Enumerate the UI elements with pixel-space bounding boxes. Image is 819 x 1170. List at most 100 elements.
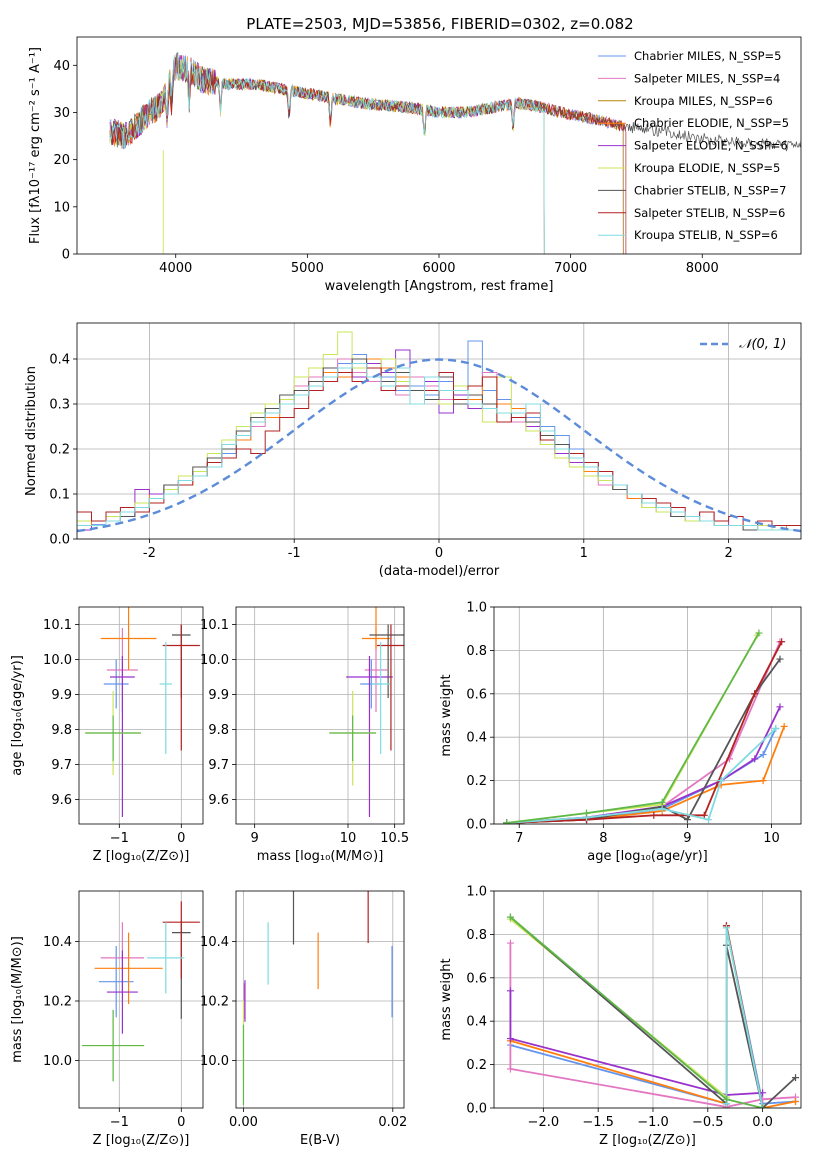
y-tick-label: 0.4 [49,353,70,368]
axes-frame [493,890,802,1109]
y-tick-label: 30 [53,106,70,121]
x-tick-label: 9 [251,831,259,846]
x-tick-label: 4000 [159,261,192,276]
x-tick-label: 0.02 [378,1115,407,1130]
error-bar-point [82,1009,145,1082]
error-bar-point [147,922,185,994]
x-tick-label: 8 [599,831,607,846]
histogram-step [77,363,801,531]
weight-marker [704,816,712,824]
weight-series-line [506,641,783,824]
x-tick-label: 10.5 [380,831,409,846]
y-tick-label: 9.8 [51,723,72,738]
x-tick-label: 0.0 [752,1115,773,1130]
x-tick-label: −1 [110,1115,129,1130]
y-tick-label: 0.8 [466,644,487,659]
spectrum-series-line [109,55,545,254]
weight-series-line [725,927,764,1108]
x-tick-label: 1 [580,546,588,561]
legend-label: Chabrier ELODIE, N_SSP=5 [634,116,789,130]
legend-label: Kroupa ELODIE, N_SSP=5 [634,161,780,175]
y-tick-label: 0.4 [466,1015,487,1030]
y-tick-label: 0.2 [49,443,70,458]
axes-frame [78,606,204,825]
x-tick-label: 9 [683,831,691,846]
y-tick-label: 10.2 [200,994,229,1009]
mass-vs-z-panel: −1 0 10.0 10.2 10.4 Z [log₁₀(Z/Z⊙)] mass [log₁… [10,890,204,1148]
x-tick-label: −2.0 [528,1115,560,1130]
weight-marker [755,629,763,637]
spectrum-series-line [109,57,627,254]
legend-label: 𝒩(0, 1) [739,337,786,352]
error-bar-point [103,659,129,709]
x-tick-label: −1.5 [582,1115,614,1130]
weight-vs-z-panel: −2.0 −1.5 −1.0 −0.5 0.0 0.0 0.2 0.4 0.6 0.8 1.0 Z [… [439,885,802,1148]
spectrum-series-line [109,52,545,254]
y-axis-label: mass weight [439,674,454,756]
y-tick-label: 0.3 [49,398,70,413]
y-tick-label: 10.4 [43,935,72,950]
y-axis-label: age [log₁₀(age/yr)] [10,655,25,776]
spectrum-lines [109,52,801,254]
weight-series-line [506,632,760,824]
axes-frame [235,890,405,1109]
age-vs-mass-panel: 9 10 10.5 9.6 9.7 9.8 9.9 10.0 10.1 mass [log₁₀(M… [200,606,409,864]
error-bar-point [100,607,157,670]
y-axis-label: Normed distribution [24,366,39,496]
y-tick-label: 10.0 [200,1054,229,1069]
spectrum-series-line [109,58,545,254]
weight-marker [583,809,591,817]
y-tick-label: 9.6 [208,793,229,808]
spectrum-series-line [109,55,624,254]
weight-marker [772,725,780,733]
x-axis-label: mass [log₁₀(M/M⊙)] [257,849,384,864]
error-bar-point [371,642,390,754]
y-tick-label: 10.2 [43,994,72,1009]
y-tick-label: 0.8 [466,928,487,943]
y-tick-label: 10.1 [200,618,229,633]
weight-marker [506,939,514,947]
error-bar-point [329,715,376,761]
y-tick-label: 0.6 [466,971,487,986]
legend-label: Chabrier STELIB, N_SSP=7 [634,183,786,197]
x-axis-label: Z [log₁₀(Z/Z⊙)] [93,1133,190,1148]
x-tick-label: 0 [177,1115,185,1130]
weight-marker [658,798,666,806]
error-bar-point [162,901,200,979]
error-bar-point [346,656,393,817]
weight-marker [722,924,730,932]
spectrum-series-line [109,52,545,254]
y-tick-label: 9.9 [208,688,229,703]
x-tick-label: −1.0 [637,1115,669,1130]
x-axis-label: Z [log₁₀(Z/Z⊙)] [599,1133,696,1148]
weight-marker [759,1104,767,1108]
y-tick-label: 10.0 [200,653,229,668]
weight-marker [792,1074,800,1082]
weight-series-line [509,990,763,1096]
weight-marker [722,1095,730,1103]
weight-marker [650,811,658,819]
axes-frame [76,322,802,540]
y-tick-label: 10.1 [43,618,72,633]
weight-marker [700,811,708,819]
weight-marker [778,638,786,646]
x-axis-label: wavelength [Angstrom, rest frame] [325,279,554,294]
weight-vs-age-panel: 7 8 9 10 0.0 0.2 0.4 0.6 0.8 1.0 age [log₁₀(age/yr… [439,601,802,864]
weight-vs-age-lines [503,629,788,824]
y-tick-label: 0.2 [466,1058,487,1073]
y-tick-label: 10.4 [200,935,229,950]
weight-marker [759,751,767,759]
error-bar-point [110,656,135,817]
y-tick-label: 0.6 [466,687,487,702]
residuals-panel: -2 -1 0 1 2 0.0 0.1 0.2 0.3 0.4 (data-model)/error… [24,322,802,579]
y-tick-label: 40 [53,59,70,74]
spectrum-legend: Chabrier MILES, N_SSP=5 Salpeter MILES, N… [598,49,789,242]
weight-marker [503,819,511,824]
x-tick-label: 0 [177,831,185,846]
y-tick-label: 10.0 [43,1054,72,1069]
axes-frame [493,606,802,825]
weight-series-line [506,658,781,824]
weight-marker [717,777,725,785]
legend-label: Kroupa STELIB, N_SSP=6 [634,228,778,242]
